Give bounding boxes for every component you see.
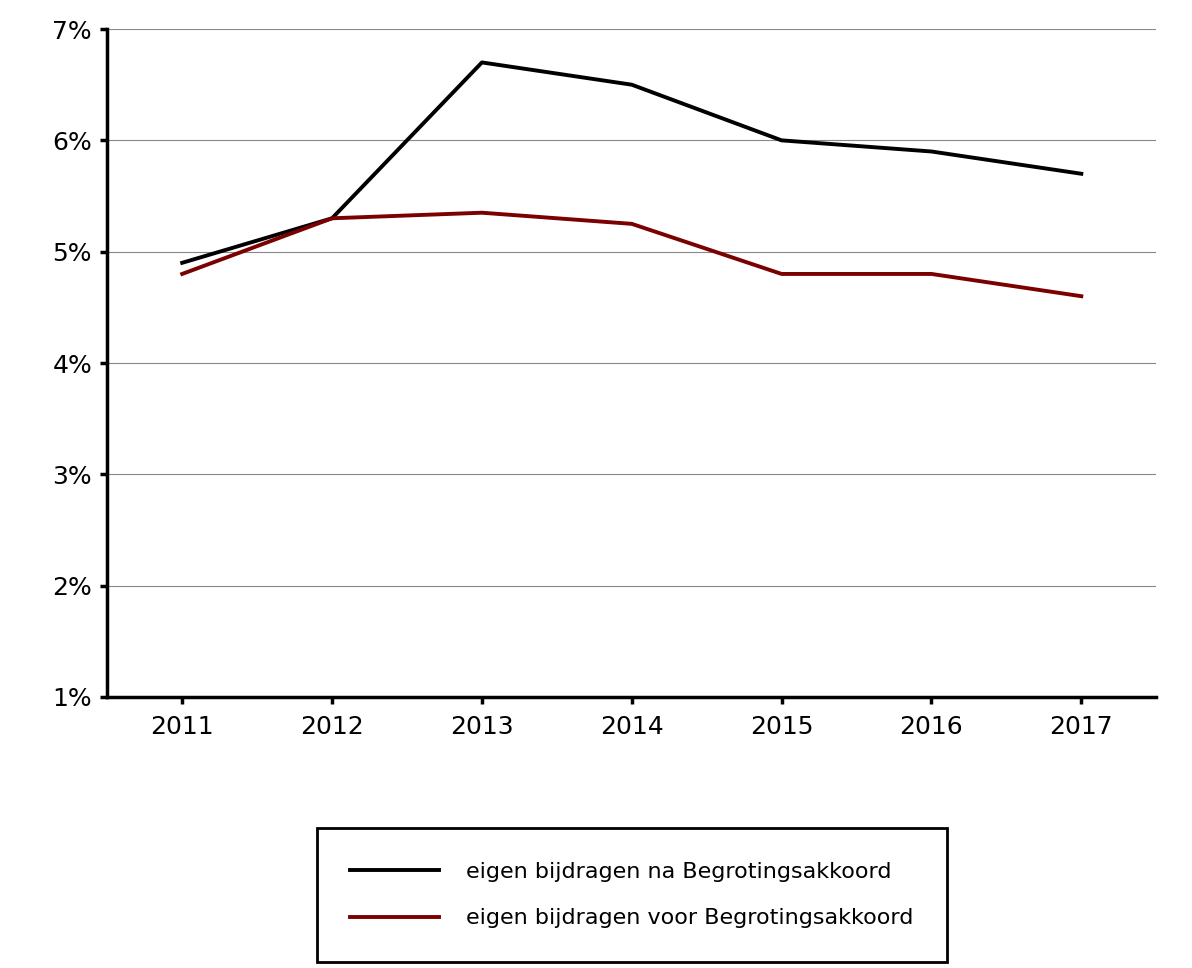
- eigen bijdragen na Begrotingsakkoord: [775, 135, 789, 146]
- eigen bijdragen na Begrotingsakkoord: [474, 57, 489, 69]
- eigen bijdragen na Begrotingsakkoord: [325, 213, 340, 225]
- Line: eigen bijdragen voor Begrotingsakkoord: eigen bijdragen voor Begrotingsakkoord: [182, 213, 1081, 296]
- Legend: eigen bijdragen na Begrotingsakkoord, eigen bijdragen voor Begrotingsakkoord: eigen bijdragen na Begrotingsakkoord, ei…: [317, 829, 946, 961]
- eigen bijdragen voor Begrotingsakkoord: [474, 207, 489, 219]
- eigen bijdragen na Begrotingsakkoord: [1074, 168, 1088, 180]
- eigen bijdragen voor Begrotingsakkoord: [625, 218, 639, 229]
- eigen bijdragen na Begrotingsakkoord: [625, 79, 639, 91]
- eigen bijdragen voor Begrotingsakkoord: [924, 268, 938, 280]
- eigen bijdragen voor Begrotingsakkoord: [775, 268, 789, 280]
- eigen bijdragen voor Begrotingsakkoord: [1074, 290, 1088, 302]
- eigen bijdragen na Begrotingsakkoord: [924, 146, 938, 158]
- Line: eigen bijdragen na Begrotingsakkoord: eigen bijdragen na Begrotingsakkoord: [182, 63, 1081, 263]
- eigen bijdragen voor Begrotingsakkoord: [175, 268, 190, 280]
- eigen bijdragen na Begrotingsakkoord: [175, 257, 190, 269]
- eigen bijdragen voor Begrotingsakkoord: [325, 213, 340, 225]
